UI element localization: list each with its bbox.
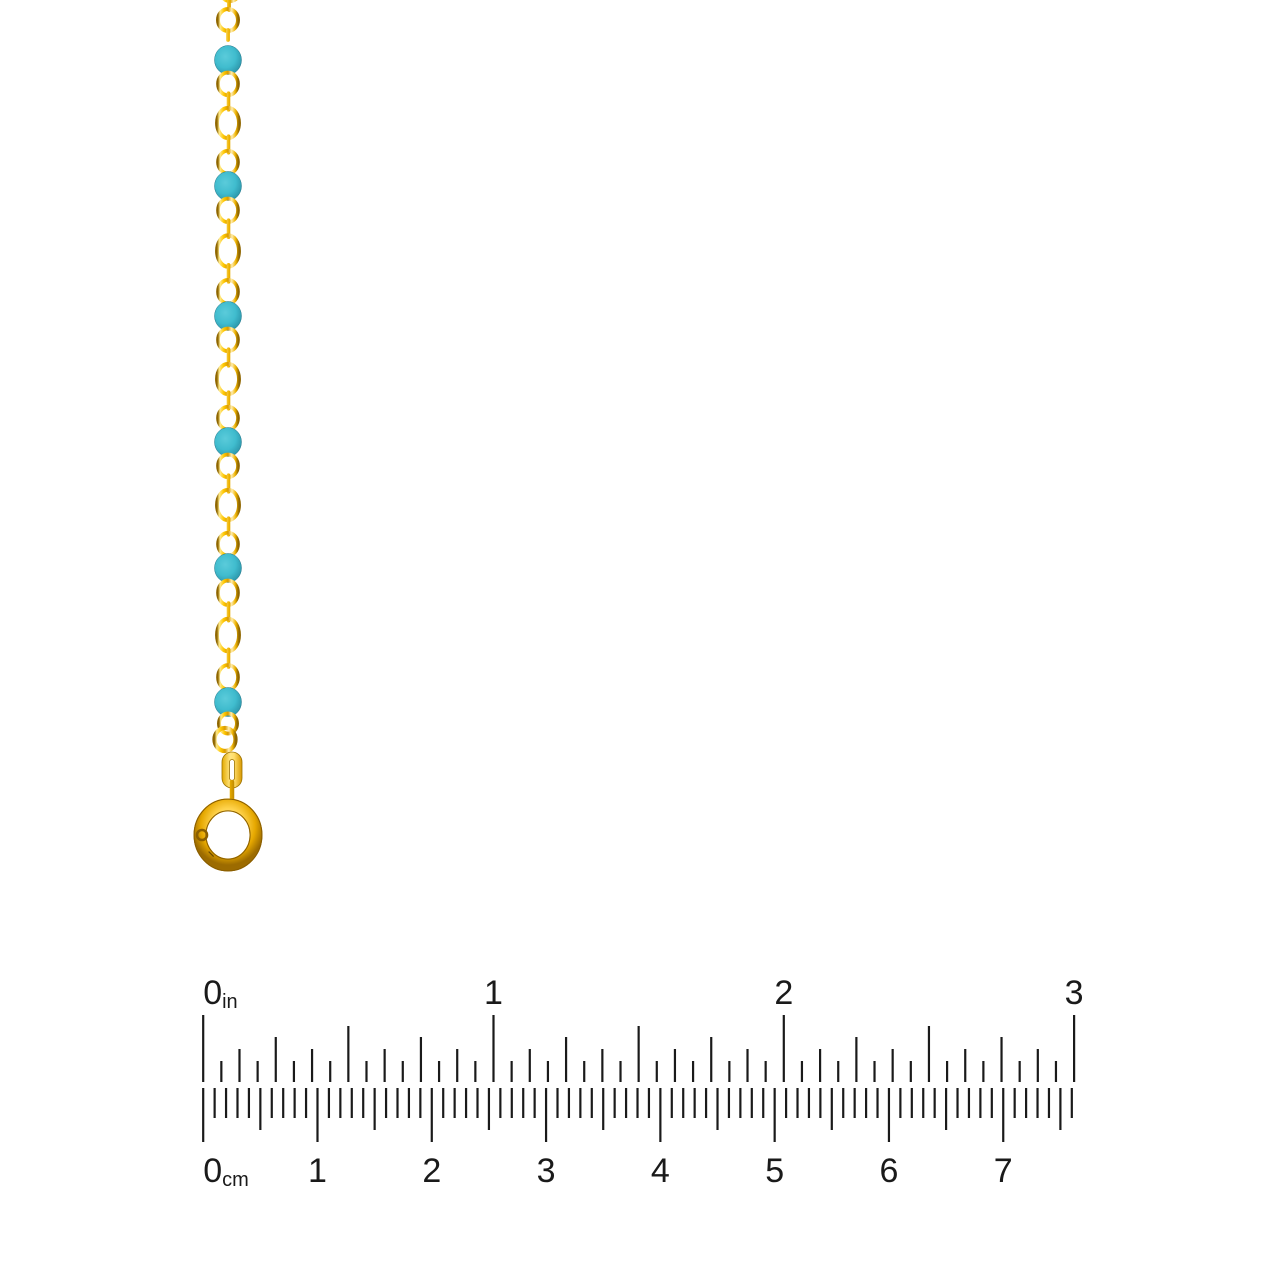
svg-text:7: 7	[994, 1152, 1013, 1190]
svg-text:1: 1	[484, 974, 503, 1012]
svg-text:3: 3	[1065, 974, 1084, 1012]
svg-text:0cm: 0cm	[203, 1152, 249, 1191]
svg-text:0in: 0in	[203, 974, 238, 1013]
svg-text:6: 6	[879, 1152, 898, 1190]
svg-text:5: 5	[765, 1152, 784, 1190]
svg-text:1: 1	[308, 1152, 327, 1190]
svg-text:4: 4	[651, 1152, 670, 1190]
svg-text:2: 2	[422, 1152, 441, 1190]
svg-text:2: 2	[774, 974, 793, 1012]
svg-text:3: 3	[537, 1152, 556, 1190]
